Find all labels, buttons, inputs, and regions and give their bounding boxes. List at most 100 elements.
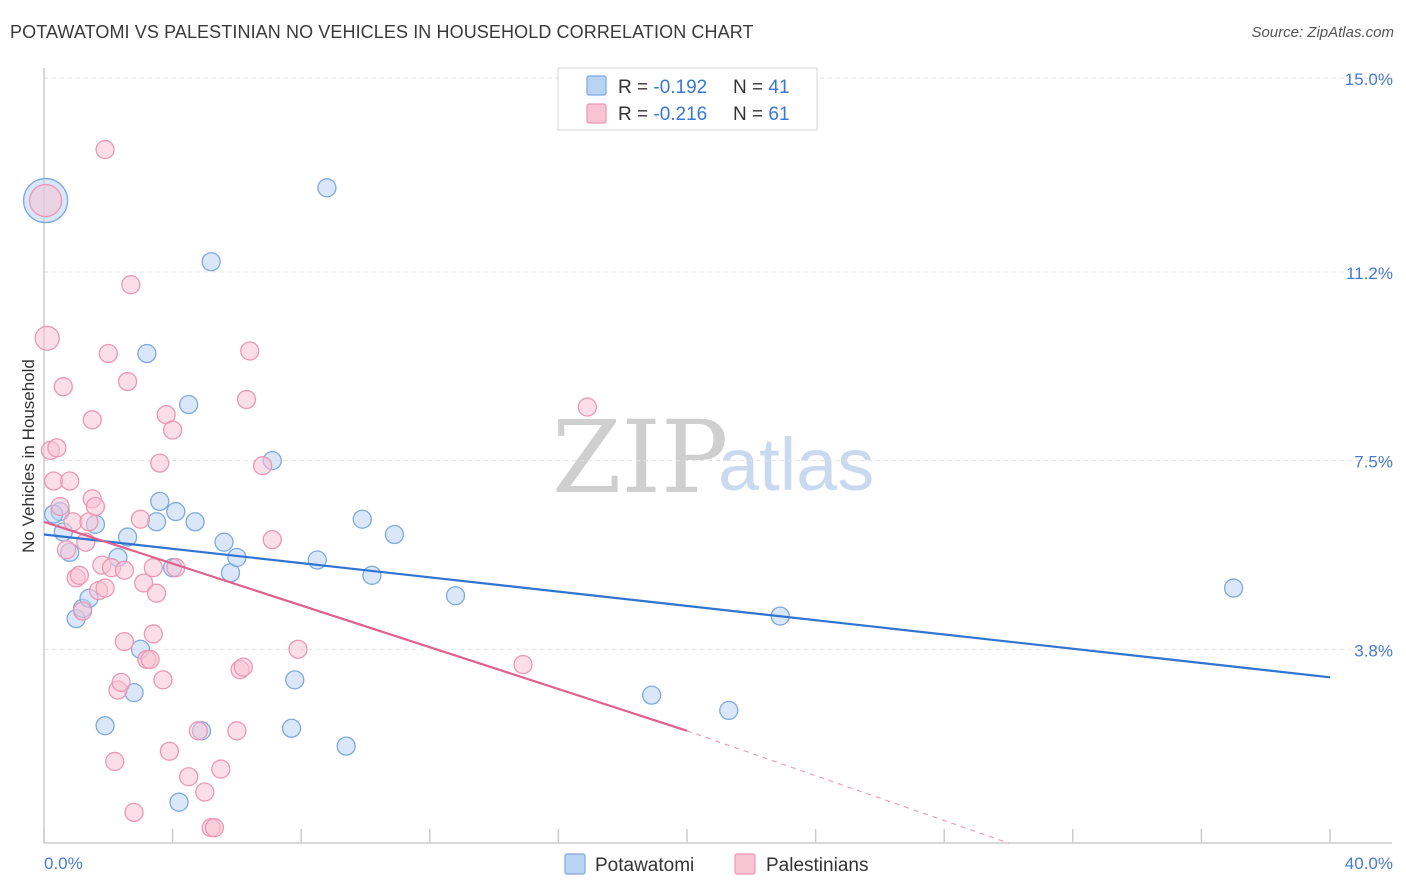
legend-swatch-palestinians [586,103,607,124]
point-potawatomi-34 [384,524,405,545]
point-palestinians-29 [124,802,144,823]
point-palestinians-16 [85,496,106,517]
point-palestinians-31 [134,573,154,593]
watermark-atlas: atlas [718,423,874,506]
svg-text:R = -0.216: R = -0.216 [618,104,707,125]
point-palestinians-27 [117,371,138,392]
point-palestinians-18 [82,410,102,430]
point-palestinians-57 [577,397,597,417]
y-tick-label-2: 11.2% [1346,264,1393,283]
trend-lines [43,520,1331,844]
point-palestinians-11 [69,565,90,585]
point-palestinians-39 [159,741,180,761]
point-potawatomi-37 [719,700,739,721]
y-tick-labels: 3.8% 7.5% 11.2% 15.0% [1345,70,1393,660]
point-palestinians-28 [121,275,141,295]
legend-swatch-potawatomi [586,75,607,96]
point-palestinians-36 [150,453,170,473]
y-axis-title: No Vehicles in Household [19,359,38,553]
chart-source: Source: ZipAtlas.com [1251,24,1394,41]
point-palestinians-0 [28,183,63,218]
point-palestinians-34 [143,558,163,578]
point-palestinians-4 [47,438,67,458]
point-potawatomi-31 [336,736,356,756]
point-palestinians-35 [146,583,167,603]
x-tick-label-1: 40.0% [1345,854,1393,873]
legend-r-value-potawatomi: -0.192 [653,77,707,98]
legend-n-label-palestinians: N = [733,104,768,125]
point-palestinians-1 [34,325,60,351]
point-potawatomi-27 [281,718,302,738]
point-potawatomi-23 [214,532,234,552]
point-potawatomi-8 [95,716,115,736]
point-potawatomi-32 [352,509,372,529]
trend-line-dashed-palestinians [686,730,1009,844]
point-palestinians-60 [114,560,135,580]
y-tick-label-3: 15.0% [1345,70,1393,89]
legend-n-label-potawatomi: N = [733,77,768,98]
legend-r-label-potawatomi: R = [618,77,653,98]
y-tick-label-1: 7.5% [1354,453,1393,472]
point-potawatomi-22 [201,252,221,272]
bottom-legend-swatch-palestinians [734,853,756,875]
point-palestinians-3 [43,471,64,491]
point-palestinians-50 [233,657,253,677]
point-palestinians-48 [227,721,247,741]
point-palestinians-30 [130,509,151,529]
point-palestinians-58 [143,624,163,644]
x-tick-labels: 0.0% 40.0% [44,854,1393,873]
point-palestinians-6 [53,377,73,397]
grid-lines [44,77,1392,650]
point-palestinians-25 [111,672,131,693]
watermark-zip: ZIP [552,399,728,516]
point-potawatomi-15 [150,491,170,512]
point-potawatomi-33 [362,565,382,585]
point-potawatomi-28 [285,670,305,690]
x-tick-label-0: 0.0% [44,854,83,873]
point-potawatomi-14 [146,512,167,532]
point-palestinians-42 [179,767,199,787]
point-palestinians-37 [153,670,173,690]
bottom-legend-label-palestinians: Palestinians [766,855,868,876]
legend-n-value-palestinians: 61 [768,104,789,125]
point-palestinians-40 [162,420,183,440]
svg-text:N = 41: N = 41 [733,77,790,98]
point-palestinians-47 [211,759,231,779]
y-tick-label-0: 3.8% [1354,641,1393,660]
series-palestinians-points [28,139,597,838]
point-palestinians-53 [252,456,273,476]
point-palestinians-44 [195,782,215,802]
point-palestinians-26 [114,631,135,652]
point-palestinians-54 [262,529,282,550]
point-palestinians-5 [50,496,70,517]
point-palestinians-52 [240,341,260,361]
point-palestinians-33 [140,649,160,670]
bottom-legend-swatch-potawatomi [564,853,586,875]
point-palestinians-21 [98,343,118,364]
point-palestinians-23 [105,751,125,772]
bottom-legend: Potawatomi Palestinians [564,853,868,876]
point-potawatomi-35 [445,586,466,606]
svg-text:R = -0.192: R = -0.192 [618,77,707,98]
point-potawatomi-39 [1223,578,1244,598]
bottom-legend-label-potawatomi: Potawatomi [595,855,694,876]
point-potawatomi-20 [185,512,205,532]
chart-title: POTAWATOMI VS PALESTINIAN NO VEHICLES IN… [10,22,754,42]
legend-n-value-potawatomi: 41 [768,77,789,98]
point-potawatomi-17 [166,501,186,522]
point-palestinians-20 [95,578,115,598]
point-palestinians-46 [204,818,225,838]
point-palestinians-56 [513,654,533,675]
trend-line-potawatomi [43,533,1331,679]
trend-line-palestinians [43,520,688,732]
point-potawatomi-19 [179,394,199,415]
legend-r-label-palestinians: R = [618,104,653,125]
point-potawatomi-10 [117,527,138,547]
svg-text:N = 61: N = 61 [733,104,790,125]
point-palestinians-12 [72,601,93,621]
point-palestinians-7 [56,540,77,560]
point-palestinians-59 [95,139,115,160]
point-potawatomi-36 [641,685,662,705]
point-palestinians-55 [288,639,308,659]
